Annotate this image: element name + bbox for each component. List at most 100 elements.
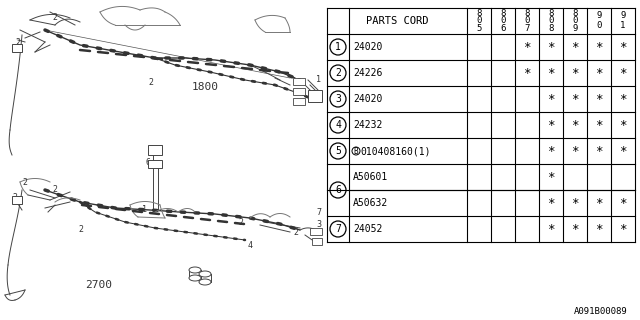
Ellipse shape: [189, 267, 201, 273]
Text: 24052: 24052: [353, 224, 382, 234]
Text: 1: 1: [335, 42, 341, 52]
Bar: [293, 98, 305, 105]
Text: *: *: [572, 92, 579, 106]
Text: 8: 8: [500, 9, 506, 18]
Bar: [148, 160, 162, 168]
Text: *: *: [620, 196, 627, 210]
Text: 8: 8: [572, 9, 578, 18]
Text: 2: 2: [22, 178, 27, 187]
Text: 0: 0: [524, 16, 530, 25]
Text: 6: 6: [335, 185, 341, 195]
Text: *: *: [572, 222, 579, 236]
Text: 2: 2: [52, 185, 57, 194]
Text: *: *: [547, 67, 555, 79]
Text: A091B00089: A091B00089: [574, 307, 628, 316]
Text: *: *: [620, 41, 627, 53]
Text: *: *: [547, 171, 555, 183]
Text: 8: 8: [548, 9, 554, 18]
Bar: [310, 228, 322, 235]
Text: A50632: A50632: [353, 198, 388, 208]
Text: 4: 4: [335, 120, 341, 130]
Text: 6: 6: [145, 158, 150, 167]
Text: 2: 2: [293, 228, 298, 237]
Text: 8: 8: [476, 9, 482, 18]
Text: 7: 7: [335, 224, 341, 234]
Text: *: *: [524, 67, 531, 79]
Text: *: *: [595, 196, 603, 210]
Text: 8: 8: [524, 9, 530, 18]
Text: 1: 1: [316, 75, 321, 84]
Text: 4: 4: [248, 241, 253, 250]
Text: *: *: [547, 118, 555, 132]
Text: 9: 9: [596, 11, 602, 20]
Text: 2: 2: [15, 38, 20, 47]
Bar: [12, 196, 22, 204]
Text: 0: 0: [548, 16, 554, 25]
Text: 24232: 24232: [353, 120, 382, 130]
Text: *: *: [547, 92, 555, 106]
Text: *: *: [595, 92, 603, 106]
Text: 2: 2: [335, 68, 341, 78]
Text: *: *: [620, 222, 627, 236]
Text: B: B: [354, 147, 358, 156]
Text: *: *: [595, 118, 603, 132]
Text: *: *: [595, 145, 603, 157]
Text: *: *: [547, 41, 555, 53]
Text: *: *: [620, 118, 627, 132]
Text: *: *: [572, 67, 579, 79]
Text: 2: 2: [296, 78, 301, 87]
Ellipse shape: [199, 271, 211, 277]
Text: 8: 8: [548, 24, 554, 33]
Text: 9: 9: [572, 24, 578, 33]
Text: *: *: [572, 118, 579, 132]
Text: *: *: [572, 41, 579, 53]
Bar: [312, 238, 322, 245]
Bar: [293, 88, 305, 95]
Text: *: *: [620, 92, 627, 106]
Text: 3: 3: [335, 94, 341, 104]
Text: 0: 0: [476, 16, 482, 25]
Text: *: *: [547, 222, 555, 236]
Text: 1800: 1800: [192, 82, 219, 92]
Text: 7: 7: [316, 208, 321, 217]
Text: 2: 2: [52, 13, 57, 22]
Ellipse shape: [189, 275, 201, 281]
Text: 7: 7: [524, 24, 530, 33]
Text: A50601: A50601: [353, 172, 388, 182]
Text: 2: 2: [78, 225, 83, 234]
Text: 6: 6: [500, 24, 506, 33]
Text: 1: 1: [142, 205, 147, 214]
Text: *: *: [524, 41, 531, 53]
Bar: [12, 44, 22, 52]
Text: 24226: 24226: [353, 68, 382, 78]
Text: 9: 9: [620, 11, 626, 20]
Text: *: *: [595, 67, 603, 79]
Text: 5: 5: [335, 146, 341, 156]
Text: *: *: [595, 41, 603, 53]
Text: 5: 5: [476, 24, 482, 33]
Text: *: *: [620, 67, 627, 79]
Text: 2700: 2700: [85, 280, 112, 290]
Text: *: *: [547, 196, 555, 210]
Text: 2: 2: [12, 193, 17, 202]
Bar: [308, 90, 322, 102]
Text: *: *: [595, 222, 603, 236]
Ellipse shape: [199, 279, 211, 285]
Text: *: *: [547, 145, 555, 157]
Bar: [293, 78, 305, 85]
Text: 2: 2: [238, 218, 243, 227]
Text: 0: 0: [500, 16, 506, 25]
Bar: [148, 145, 162, 155]
Text: *: *: [572, 196, 579, 210]
Text: 24020: 24020: [353, 42, 382, 52]
Text: 3: 3: [316, 220, 321, 229]
Text: 010408160(1): 010408160(1): [360, 146, 431, 156]
Text: *: *: [572, 145, 579, 157]
Text: 5: 5: [148, 145, 153, 154]
Text: *: *: [620, 145, 627, 157]
Text: 0: 0: [572, 16, 578, 25]
Text: 2: 2: [148, 78, 153, 87]
Text: 0: 0: [596, 21, 602, 30]
Text: 24020: 24020: [353, 94, 382, 104]
Text: PARTS CORD: PARTS CORD: [365, 16, 428, 26]
